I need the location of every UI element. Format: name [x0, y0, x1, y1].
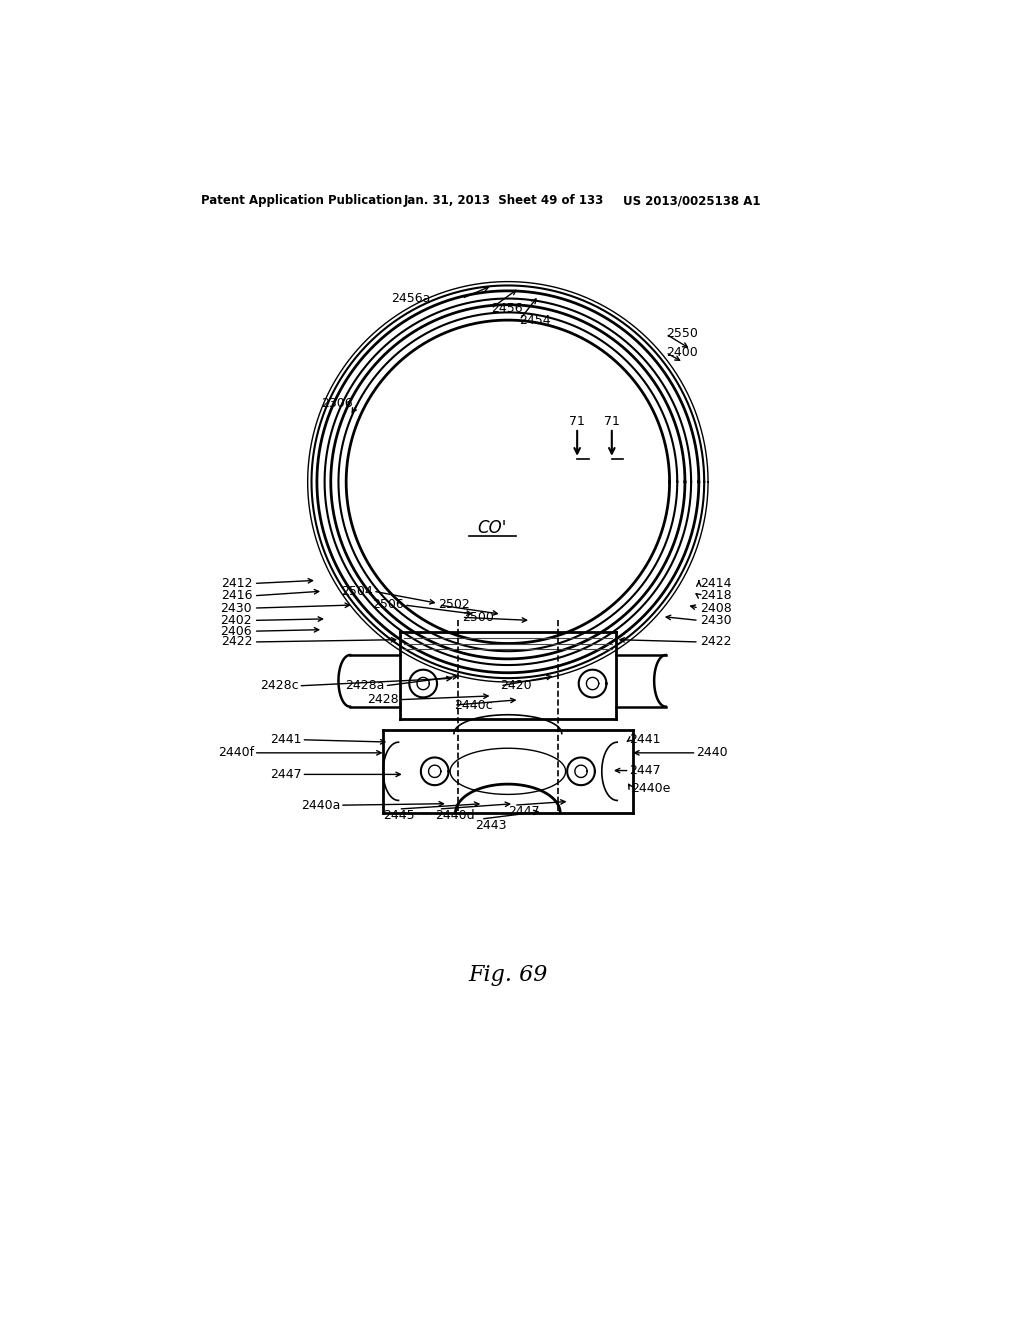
Text: 2428: 2428 — [367, 693, 398, 706]
Text: 2408: 2408 — [700, 602, 732, 615]
Text: 2440a: 2440a — [301, 799, 340, 812]
Text: 2454: 2454 — [519, 314, 551, 326]
Text: 2420: 2420 — [500, 680, 531, 693]
Text: 2430: 2430 — [220, 602, 252, 615]
Text: Fig. 69: Fig. 69 — [468, 964, 548, 986]
Text: 2456: 2456 — [490, 302, 522, 315]
Text: CO': CO' — [478, 519, 507, 537]
Text: 2440d: 2440d — [435, 809, 474, 822]
Text: 71: 71 — [604, 416, 620, 428]
Text: 2441: 2441 — [630, 733, 662, 746]
Text: 2447: 2447 — [630, 764, 662, 777]
Text: 2428a: 2428a — [345, 680, 385, 693]
Text: 2406: 2406 — [220, 624, 252, 638]
Text: 2440e: 2440e — [631, 781, 671, 795]
Text: 2440f: 2440f — [218, 746, 254, 759]
Text: 2428c: 2428c — [260, 680, 298, 693]
Text: 2550: 2550 — [666, 327, 697, 341]
Text: 2502: 2502 — [438, 598, 470, 611]
Text: 2422: 2422 — [221, 635, 252, 648]
Text: Jan. 31, 2013  Sheet 49 of 133: Jan. 31, 2013 Sheet 49 of 133 — [403, 194, 604, 207]
Text: 2443: 2443 — [475, 818, 507, 832]
Text: 2414: 2414 — [700, 577, 732, 590]
Text: 2416: 2416 — [221, 589, 252, 602]
Text: 2445: 2445 — [383, 809, 415, 822]
Text: 2306: 2306 — [322, 397, 353, 409]
Text: 2418: 2418 — [700, 589, 732, 602]
Text: 2447: 2447 — [508, 805, 540, 818]
Text: US 2013/0025138 A1: US 2013/0025138 A1 — [624, 194, 761, 207]
Text: 2447: 2447 — [270, 768, 301, 781]
Text: 2500: 2500 — [462, 611, 494, 624]
Text: 2456a: 2456a — [391, 292, 431, 305]
Text: 2440: 2440 — [696, 746, 728, 759]
Text: 2440c: 2440c — [454, 698, 493, 711]
Text: 2412: 2412 — [221, 577, 252, 590]
Text: Patent Application Publication: Patent Application Publication — [202, 194, 402, 207]
Text: 2422: 2422 — [700, 635, 732, 648]
Text: 2400: 2400 — [666, 346, 697, 359]
Text: 2506: 2506 — [372, 598, 403, 611]
Text: 71: 71 — [569, 416, 585, 428]
Text: 2504: 2504 — [341, 585, 373, 598]
Text: 2402: 2402 — [220, 614, 252, 627]
Text: 2441: 2441 — [270, 733, 301, 746]
Text: 2430: 2430 — [700, 614, 732, 627]
